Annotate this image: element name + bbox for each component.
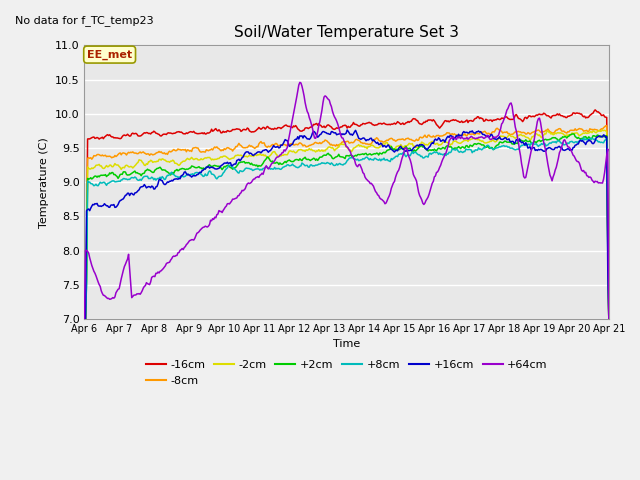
+64cm	[365, 179, 373, 185]
+2cm	[593, 132, 601, 138]
Line: -16cm: -16cm	[84, 110, 609, 319]
Line: +2cm: +2cm	[84, 134, 609, 319]
-16cm	[330, 126, 337, 132]
+16cm	[605, 316, 612, 322]
+2cm	[333, 154, 340, 160]
Line: -8cm: -8cm	[84, 126, 609, 319]
+16cm	[511, 139, 519, 145]
-8cm	[510, 130, 518, 136]
+2cm	[330, 156, 337, 162]
+2cm	[81, 316, 88, 322]
+8cm	[605, 316, 612, 322]
+8cm	[81, 316, 88, 322]
+8cm	[593, 137, 600, 143]
-2cm	[81, 316, 88, 322]
-16cm	[605, 316, 612, 322]
-16cm	[333, 125, 340, 131]
+8cm	[364, 156, 372, 161]
-8cm	[330, 142, 337, 148]
Line: -2cm: -2cm	[84, 130, 609, 319]
+8cm	[333, 161, 340, 167]
+16cm	[81, 316, 88, 322]
Y-axis label: Temperature (C): Temperature (C)	[40, 137, 49, 228]
+8cm	[603, 135, 611, 141]
-16cm	[364, 120, 372, 126]
Line: +8cm: +8cm	[84, 138, 609, 319]
Title: Soil/Water Temperature Set 3: Soil/Water Temperature Set 3	[234, 25, 459, 40]
+64cm	[605, 316, 612, 322]
+64cm	[81, 316, 88, 322]
+64cm	[593, 179, 601, 184]
-8cm	[603, 123, 611, 129]
-2cm	[605, 316, 612, 322]
+64cm	[296, 80, 304, 85]
+16cm	[333, 132, 340, 138]
+2cm	[393, 146, 401, 152]
+8cm	[510, 146, 518, 152]
+64cm	[511, 124, 519, 130]
+64cm	[394, 169, 401, 175]
-2cm	[330, 146, 337, 152]
-8cm	[364, 142, 372, 147]
-2cm	[598, 127, 606, 133]
-2cm	[333, 146, 340, 152]
-2cm	[510, 135, 518, 141]
+2cm	[569, 131, 577, 137]
+8cm	[330, 162, 337, 168]
-16cm	[591, 107, 599, 113]
+16cm	[394, 148, 401, 154]
-8cm	[605, 316, 612, 322]
+16cm	[593, 134, 601, 140]
+16cm	[343, 127, 351, 133]
-8cm	[393, 138, 401, 144]
-16cm	[81, 316, 88, 322]
-2cm	[393, 144, 401, 149]
-2cm	[593, 130, 600, 135]
-16cm	[593, 109, 601, 115]
+16cm	[330, 130, 337, 135]
Text: No data for f_TC_temp23: No data for f_TC_temp23	[15, 15, 154, 26]
+64cm	[334, 121, 342, 127]
+16cm	[365, 136, 373, 142]
-8cm	[333, 142, 340, 147]
+2cm	[364, 152, 372, 157]
-16cm	[393, 120, 401, 126]
Text: EE_met: EE_met	[87, 49, 132, 60]
-2cm	[364, 144, 372, 149]
-16cm	[510, 115, 518, 121]
+2cm	[605, 316, 612, 322]
-8cm	[593, 127, 600, 132]
Legend: -16cm, -8cm, -2cm, +2cm, +8cm, +16cm, +64cm: -16cm, -8cm, -2cm, +2cm, +8cm, +16cm, +6…	[141, 356, 552, 390]
+64cm	[331, 114, 339, 120]
+8cm	[393, 153, 401, 159]
Line: +16cm: +16cm	[84, 130, 609, 319]
X-axis label: Time: Time	[333, 339, 360, 349]
-8cm	[81, 316, 88, 322]
Line: +64cm: +64cm	[84, 83, 609, 319]
+2cm	[510, 142, 518, 147]
